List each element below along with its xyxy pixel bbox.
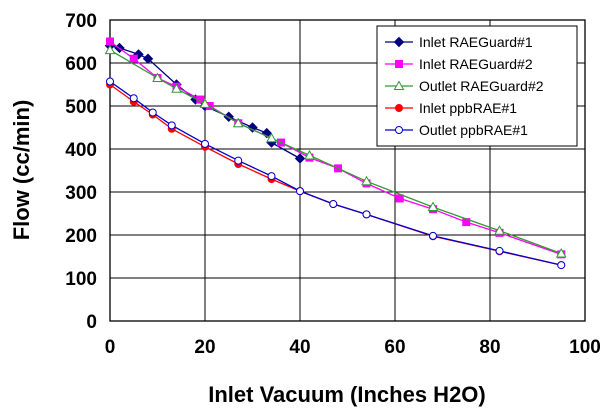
y-axis-title: Flow (cc/min) — [9, 100, 34, 241]
series-2 — [104, 44, 567, 258]
data-point — [267, 172, 276, 181]
data-point — [362, 210, 371, 219]
data-point — [152, 72, 163, 83]
data-point — [494, 225, 505, 235]
data-point — [296, 187, 304, 196]
data-point — [171, 83, 182, 93]
data-point — [106, 37, 114, 46]
data-point — [329, 200, 338, 209]
x-tick-label: 20 — [194, 337, 215, 358]
legend-label: Inlet RAEGuard#2 — [419, 56, 533, 72]
data-point — [201, 139, 209, 148]
data-point — [395, 194, 404, 203]
legend-swatch-marker — [393, 80, 405, 90]
data-point — [555, 247, 567, 258]
data-point — [129, 94, 138, 103]
legend-label: Inlet RAEGuard#1 — [419, 34, 533, 50]
data-point — [167, 121, 176, 130]
data-point — [199, 98, 211, 108]
data-point — [361, 175, 372, 186]
legend-swatch-marker — [395, 126, 403, 134]
y-tick-label: 200 — [65, 226, 97, 247]
data-point — [294, 153, 306, 164]
x-tick-label: 0 — [105, 337, 116, 358]
y-tick-label: 400 — [65, 140, 97, 161]
data-point — [234, 156, 243, 165]
legend-swatch-marker — [395, 104, 403, 112]
x-tick-label: 40 — [289, 337, 310, 358]
data-point — [148, 108, 157, 117]
x-axis-title: Inlet Vacuum (Inches H2O) — [208, 382, 486, 407]
y-tick-label: 500 — [65, 97, 97, 118]
y-tick-label: 100 — [65, 269, 97, 290]
data-point — [304, 149, 315, 160]
legend-label: Outlet RAEGuard#2 — [419, 78, 544, 94]
y-tick-label: 0 — [86, 312, 97, 333]
y-tick-label: 300 — [65, 183, 97, 204]
legend-label: Outlet ppbRAE#1 — [419, 122, 528, 138]
data-point — [266, 132, 277, 143]
y-tick-label: 700 — [65, 11, 97, 32]
data-point — [106, 77, 114, 86]
legend-swatch-marker — [395, 60, 403, 68]
x-tick-label: 100 — [569, 337, 601, 358]
y-tick-label: 600 — [65, 54, 97, 75]
data-point — [429, 231, 437, 240]
series-line — [109, 40, 562, 256]
legend: Inlet RAEGuard#1 Inlet RAEGuard#2 Outlet R… — [376, 25, 578, 147]
data-point — [427, 201, 439, 212]
x-tick-label: 80 — [479, 337, 500, 358]
data-point — [232, 117, 244, 128]
data-point — [142, 53, 154, 64]
x-tick-label: 60 — [384, 337, 405, 358]
data-point — [557, 261, 566, 270]
data-point — [104, 44, 116, 55]
series-4 — [106, 77, 566, 270]
data-point — [247, 122, 258, 133]
plot-area — [109, 19, 586, 322]
data-point — [129, 54, 138, 63]
axis-tick-labels: 0 20 40 60 80 100 0 100 200 300 400 500 600 700 — [65, 11, 601, 358]
data-series — [104, 37, 567, 270]
legend-swatch-marker — [393, 36, 405, 48]
legend-label: Inlet ppbRAE#1 — [419, 100, 517, 116]
data-point — [495, 246, 504, 255]
